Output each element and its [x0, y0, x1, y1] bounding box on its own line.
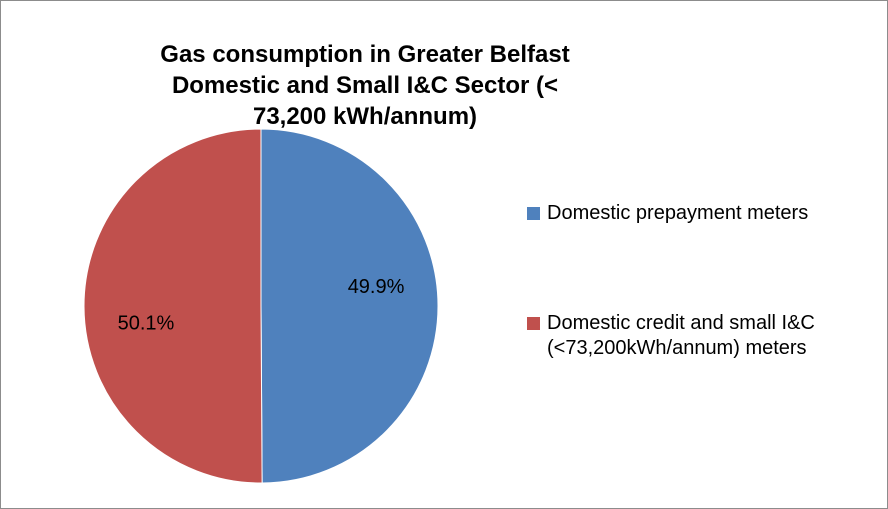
legend-swatch: [527, 207, 540, 220]
legend-item: Domestic credit and small I&C (<73,200kW…: [527, 311, 869, 361]
legend-swatch: [527, 317, 540, 330]
data-label: 49.9%: [348, 276, 405, 298]
pie-slice: [260, 128, 439, 484]
chart-title: Gas consumption in Greater Belfast Domes…: [160, 41, 570, 130]
legend-label: Domestic prepayment meters: [547, 202, 809, 224]
data-label: 50.1%: [118, 312, 175, 334]
pie-slice: [83, 128, 263, 484]
legend-label: Domestic credit and small I&C (<73,200kW…: [547, 312, 815, 359]
legend-item: Domestic prepayment meters: [527, 201, 869, 226]
